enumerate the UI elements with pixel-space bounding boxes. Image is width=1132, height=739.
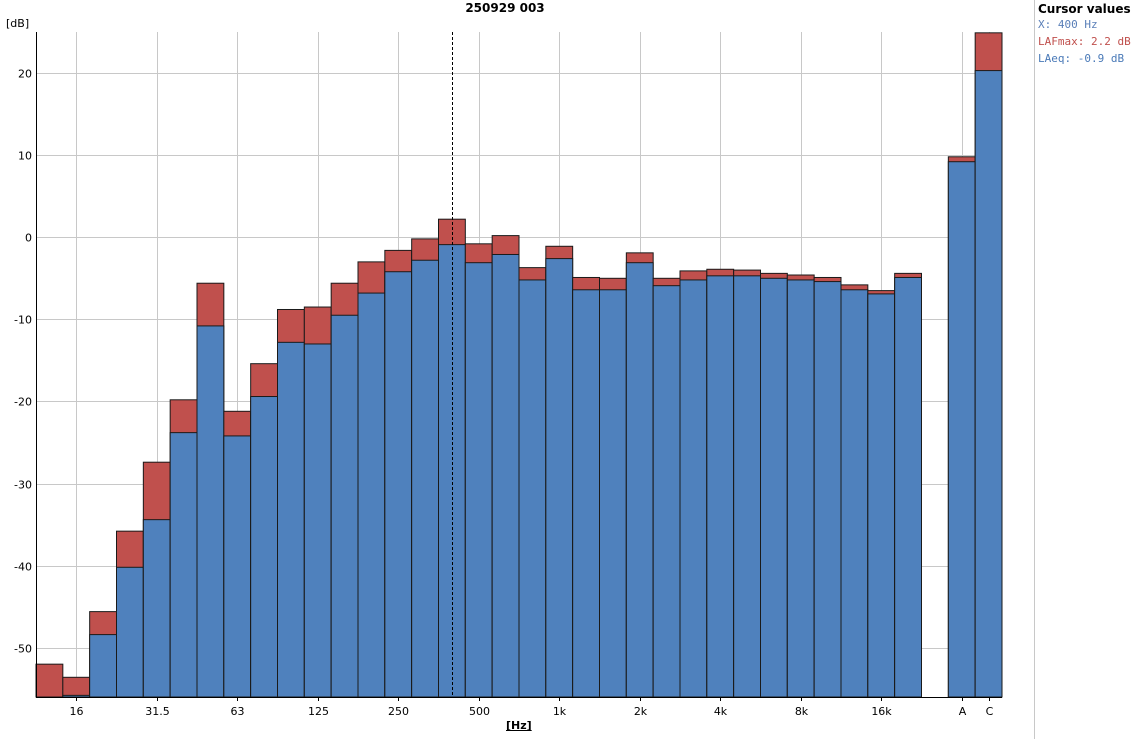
bar-laeq [706, 275, 735, 698]
cursor-values-panel: Cursor values X: 400 Hz LAFmax: 2.2 dB L… [1034, 0, 1132, 739]
tick-labels: -50 -40 -30 -20 -10 0 10 20 16 31.5 63 125 250 500 1k 2… [14, 68, 994, 719]
cursor-laeq-value: LAeq: -0.9 dB [1038, 52, 1125, 65]
bar-laeq [840, 289, 869, 698]
chart-title: 250929 003 [465, 1, 545, 15]
bar-laeq [733, 275, 762, 698]
x-tick-label: 8k [795, 705, 809, 718]
bar-laeq [974, 70, 1003, 698]
bar-laeq [572, 289, 601, 698]
bar-laeq [545, 258, 574, 698]
bar-laeq [277, 341, 305, 698]
y-tick-label: -40 [14, 561, 32, 574]
x-tick-label: 1k [553, 705, 567, 718]
bar-laeq [169, 432, 198, 698]
bar-laeq [786, 279, 815, 698]
x-tick-label: 2k [634, 705, 648, 718]
x-tick-label: A [959, 705, 967, 718]
cursor-lafmax-value: LAFmax: 2.2 dB [1038, 35, 1131, 48]
bar-laeq [867, 293, 896, 698]
bar-laeq [142, 519, 171, 698]
x-tick-label: 63 [231, 705, 245, 718]
bar-laeq [947, 161, 976, 698]
x-tick-label: 16k [871, 705, 892, 718]
bar-series [35, 32, 1003, 698]
bar-laeq [384, 271, 413, 698]
bar-laeq [330, 314, 359, 698]
bar-laeq [679, 279, 708, 698]
y-tick-label: -20 [14, 396, 32, 409]
bar-lafmax [35, 663, 64, 698]
bar-laeq [303, 343, 332, 698]
x-tick-label: 500 [469, 705, 490, 718]
x-axis-unit: [Hz] [506, 719, 532, 732]
bar-laeq [411, 259, 439, 698]
bar-laeq [491, 253, 520, 698]
bar-laeq [62, 694, 91, 698]
bar-laeq [760, 277, 788, 698]
bar-lafmax [62, 676, 91, 698]
bar-laeq [250, 396, 279, 698]
bar-laeq [599, 289, 627, 698]
x-tick-label: 125 [308, 705, 329, 718]
bar-laeq [89, 634, 117, 698]
bar-laeq [116, 566, 144, 698]
x-tick-label: 250 [388, 705, 409, 718]
bar-laeq [464, 262, 493, 698]
spectrum-chart[interactable]: -50 -40 -30 -20 -10 0 10 20 16 31.5 63 125 250 500 1k 2… [0, 0, 1032, 739]
bar-laeq [894, 276, 923, 698]
x-tick-label: C [986, 705, 994, 718]
y-tick-label: -10 [14, 314, 32, 327]
y-axis-unit: [dB] [6, 17, 30, 30]
x-tick-label: 4k [714, 705, 728, 718]
bar-laeq [223, 435, 252, 698]
y-tick-label: -50 [14, 643, 32, 656]
y-tick-label: 0 [25, 232, 32, 245]
bar-laeq [518, 279, 547, 698]
bar-laeq [652, 285, 681, 698]
y-tick-label: 10 [18, 150, 32, 163]
axes [36, 32, 1002, 701]
bar-laeq [625, 262, 654, 698]
bar-laeq [357, 292, 386, 698]
cursor-x-value: X: 400 Hz [1038, 18, 1098, 31]
x-tick-label: 16 [70, 705, 84, 718]
bar-laeq [196, 325, 225, 698]
x-tick-label: 31.5 [145, 705, 170, 718]
bar-laeq [813, 281, 842, 698]
bar-laeq [438, 244, 466, 698]
y-tick-label: 20 [18, 68, 32, 81]
cursor-panel-title: Cursor values [1038, 2, 1131, 16]
y-tick-label: -30 [14, 479, 32, 492]
